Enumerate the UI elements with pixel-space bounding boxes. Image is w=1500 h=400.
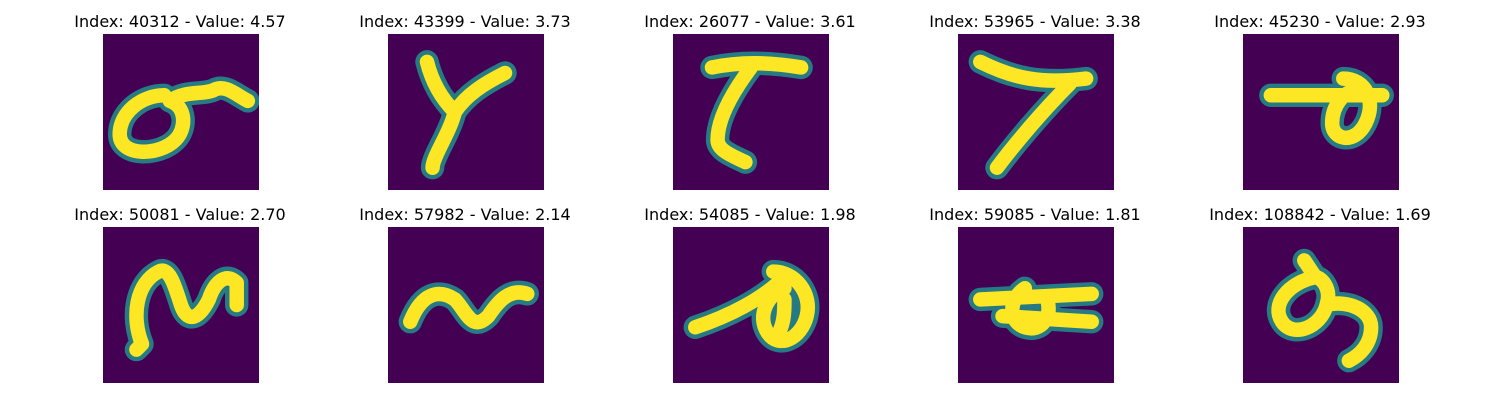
panel-3: Index: 26077 - Value: 3.61 — [605, 12, 895, 202]
stroke-path — [756, 264, 815, 349]
panel-title: Index: 59085 - Value: 1.81 — [929, 205, 1141, 224]
stroke-path — [771, 292, 792, 341]
stroke-core — [1263, 71, 1390, 146]
stroke-path — [425, 104, 463, 175]
panel-10: Index: 108842 - Value: 1.69 — [1175, 205, 1465, 395]
stroke-path — [1005, 281, 1056, 336]
panel-8: Index: 54085 - Value: 1.98 — [605, 205, 895, 395]
panel-2: Index: 43399 - Value: 3.73 — [320, 12, 610, 202]
panel-title: Index: 53965 - Value: 3.38 — [929, 12, 1141, 31]
digit-image — [1243, 34, 1399, 190]
digit-image — [388, 34, 544, 190]
stroke-path — [710, 60, 759, 170]
stroke-core — [1271, 253, 1379, 368]
stroke-core — [112, 81, 256, 159]
digit-image — [103, 34, 259, 190]
panel-title: Index: 43399 - Value: 3.73 — [359, 12, 571, 31]
panel-5: Index: 45230 - Value: 2.93 — [1175, 12, 1465, 202]
stroke-core — [403, 285, 535, 330]
panel-title: Index: 50081 - Value: 2.70 — [74, 205, 286, 224]
panel-title: Index: 40312 - Value: 4.57 — [74, 12, 286, 31]
stroke-core — [129, 263, 244, 357]
stroke-path — [989, 76, 1077, 175]
digit-image — [1243, 227, 1399, 383]
digit-image — [673, 34, 829, 190]
panel-7: Index: 57982 - Value: 2.14 — [320, 205, 610, 395]
stroke-path — [973, 286, 1099, 307]
stroke-path — [1324, 71, 1378, 146]
stroke-core — [973, 54, 1094, 175]
stroke-path — [1271, 269, 1379, 368]
panel-title: Index: 45230 - Value: 2.93 — [1214, 12, 1426, 31]
stroke-path — [403, 285, 535, 330]
panel-title: Index: 54085 - Value: 1.98 — [644, 205, 856, 224]
digit-image — [673, 227, 829, 383]
panel-title: Index: 57982 - Value: 2.14 — [359, 205, 571, 224]
panel-1: Index: 40312 - Value: 4.57 — [35, 12, 325, 202]
panel-9: Index: 59085 - Value: 1.81 — [890, 205, 1180, 395]
stroke-path — [129, 263, 244, 357]
panel-6: Index: 50081 - Value: 2.70 — [35, 205, 325, 395]
stroke-core — [973, 281, 1099, 336]
digit-image — [958, 227, 1114, 383]
stroke-core — [419, 54, 513, 175]
panel-4: Index: 53965 - Value: 3.38 — [890, 12, 1180, 202]
panel-title: Index: 108842 - Value: 1.69 — [1209, 205, 1431, 224]
panel-title: Index: 26077 - Value: 3.61 — [644, 12, 856, 31]
stroke-core — [688, 264, 815, 349]
digit-image — [388, 227, 544, 383]
digit-image — [958, 34, 1114, 190]
digit-image — [103, 227, 259, 383]
stroke-core — [704, 56, 809, 170]
stroke-path — [112, 81, 256, 159]
